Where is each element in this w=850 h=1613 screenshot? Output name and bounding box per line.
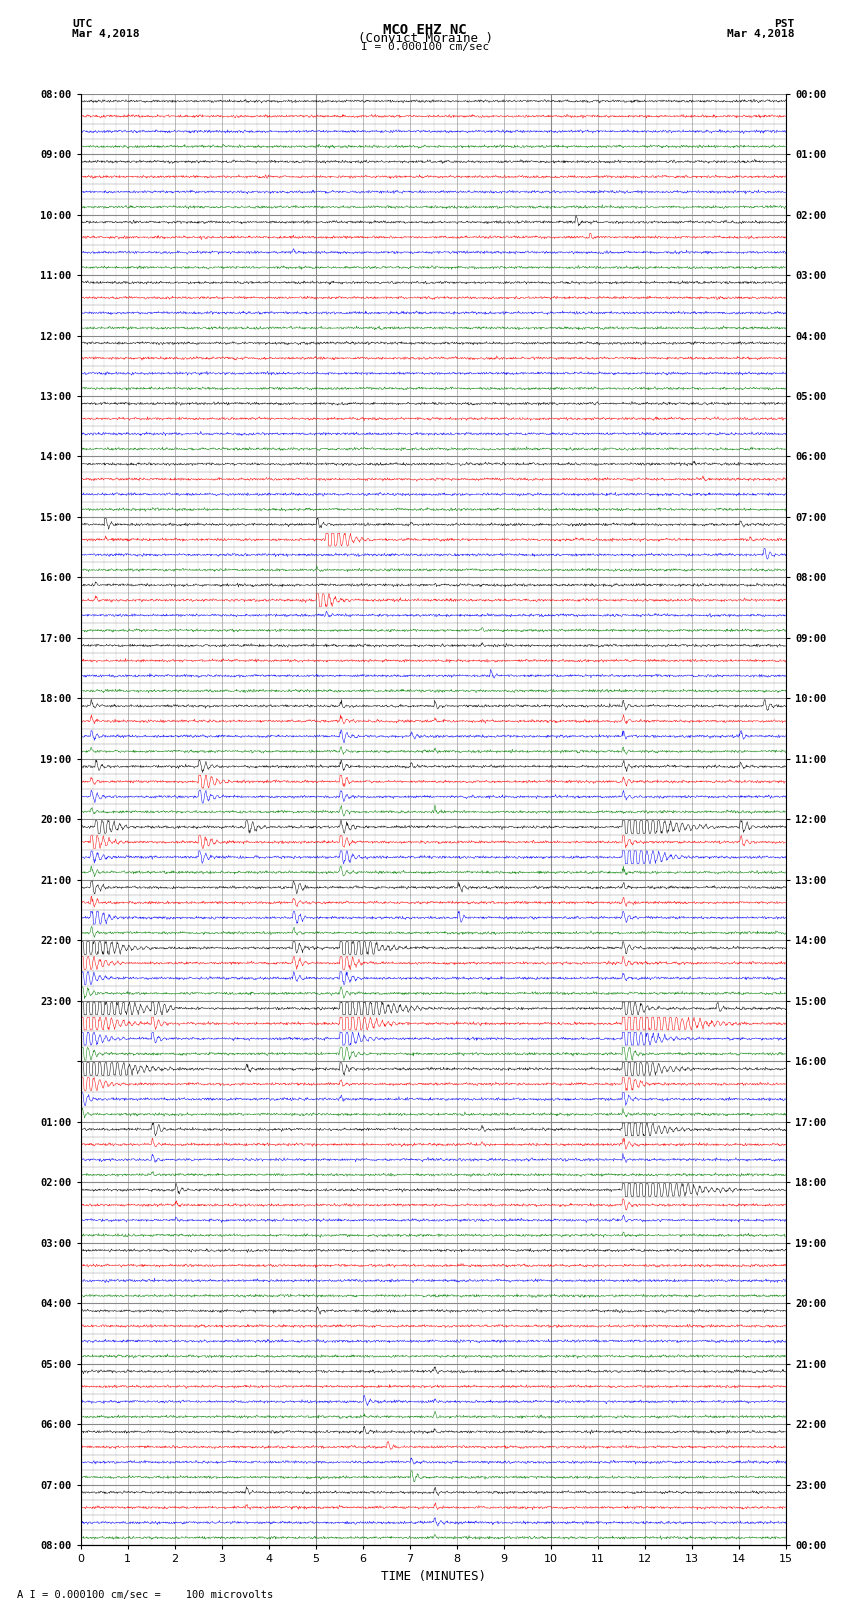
Text: UTC: UTC	[72, 19, 93, 29]
Text: Mar 4,2018: Mar 4,2018	[72, 29, 139, 39]
Text: A I = 0.000100 cm/sec =    100 microvolts: A I = 0.000100 cm/sec = 100 microvolts	[17, 1590, 273, 1600]
Text: MCO EHZ NC: MCO EHZ NC	[383, 23, 467, 37]
Text: Mar 4,2018: Mar 4,2018	[728, 29, 795, 39]
Text: (Convict Moraine ): (Convict Moraine )	[358, 32, 492, 45]
X-axis label: TIME (MINUTES): TIME (MINUTES)	[381, 1569, 486, 1582]
Text: I = 0.000100 cm/sec: I = 0.000100 cm/sec	[361, 42, 489, 52]
Text: PST: PST	[774, 19, 795, 29]
